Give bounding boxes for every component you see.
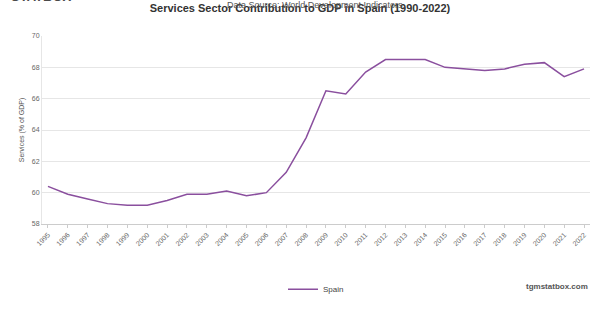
svg-text:2010: 2010 — [333, 231, 349, 247]
svg-text:1999: 1999 — [115, 231, 131, 247]
svg-text:1997: 1997 — [75, 231, 91, 247]
svg-text:tgmstatbox.com: tgmstatbox.com — [526, 282, 588, 291]
svg-text:70: 70 — [32, 32, 40, 39]
svg-text:2020: 2020 — [532, 231, 548, 247]
svg-text:2015: 2015 — [432, 231, 448, 247]
svg-text:2019: 2019 — [512, 231, 528, 247]
svg-text:2022: 2022 — [571, 231, 587, 247]
svg-text:64: 64 — [32, 126, 40, 133]
svg-text:2005: 2005 — [234, 231, 250, 247]
svg-text:2003: 2003 — [194, 231, 210, 247]
svg-text:2007: 2007 — [273, 231, 289, 247]
svg-text:2021: 2021 — [551, 231, 567, 247]
svg-text:2002: 2002 — [174, 231, 190, 247]
svg-text:2011: 2011 — [353, 231, 369, 247]
svg-text:2018: 2018 — [492, 231, 508, 247]
svg-text:Data Source: World Development: Data Source: World Development Indicator… — [227, 0, 405, 10]
svg-text:2014: 2014 — [412, 231, 428, 247]
svg-text:2013: 2013 — [393, 231, 409, 247]
svg-text:2008: 2008 — [293, 231, 309, 247]
svg-text:60: 60 — [32, 189, 40, 196]
svg-text:68: 68 — [32, 64, 40, 71]
svg-text:2006: 2006 — [254, 231, 270, 247]
svg-text:2001: 2001 — [154, 231, 170, 247]
svg-text:2004: 2004 — [214, 231, 230, 247]
svg-text:2009: 2009 — [313, 231, 329, 247]
svg-text:66: 66 — [32, 95, 40, 102]
svg-text:62: 62 — [32, 158, 40, 165]
svg-text:STATBOX: STATBOX — [11, 0, 72, 4]
svg-text:Spain: Spain — [323, 285, 343, 294]
svg-text:2017: 2017 — [472, 231, 488, 247]
svg-text:1998: 1998 — [95, 231, 111, 247]
svg-text:Services (% of GDP): Services (% of GDP) — [18, 98, 26, 163]
svg-text:1996: 1996 — [55, 231, 71, 247]
svg-text:2012: 2012 — [373, 231, 389, 247]
svg-text:Services Sector Contribution t: Services Sector Contribution to GDP in S… — [150, 2, 451, 14]
svg-text:2000: 2000 — [134, 231, 150, 247]
svg-text:1995: 1995 — [35, 231, 51, 247]
svg-text:58: 58 — [32, 220, 40, 227]
svg-text:2016: 2016 — [452, 231, 468, 247]
